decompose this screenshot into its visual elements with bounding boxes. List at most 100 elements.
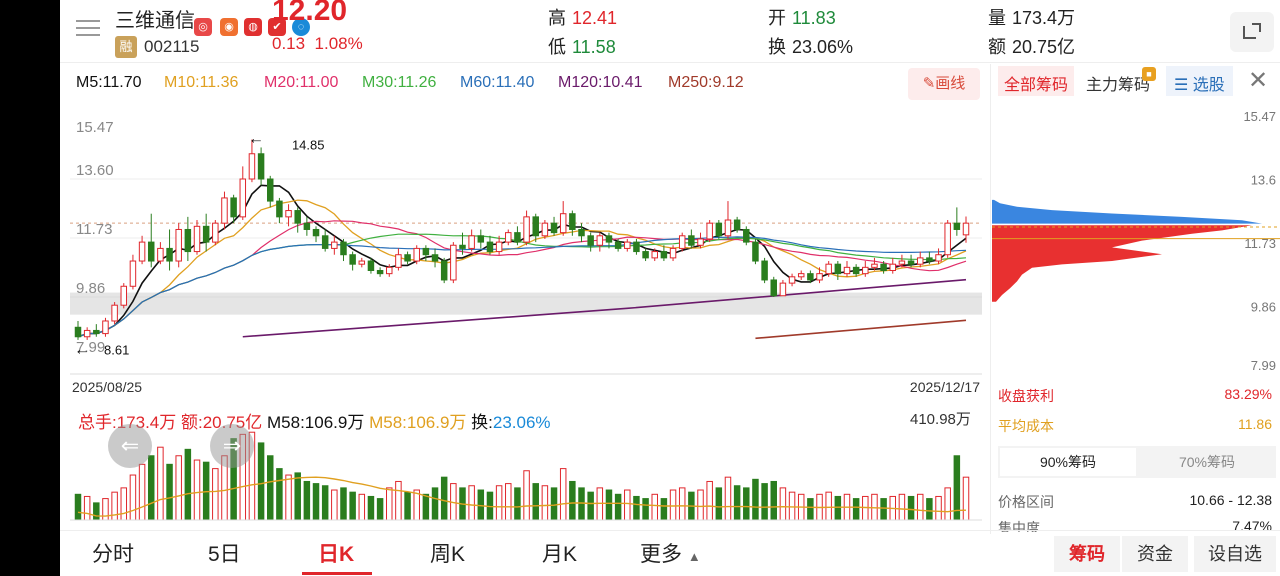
chip-y-label: 7.99 (1251, 358, 1276, 373)
candle-body (614, 241, 622, 249)
candle-body (212, 222, 219, 243)
candle-body (349, 254, 356, 265)
candle-body (825, 263, 832, 275)
candle-body (74, 326, 82, 338)
volume-bar (422, 493, 430, 521)
volume-bar (770, 480, 777, 521)
tab-more[interactable]: 更多 ▲ (640, 538, 701, 568)
candle-body (678, 235, 686, 249)
candle-body (596, 235, 604, 246)
tab-stock-picker[interactable]: ☰ 选股 (1166, 66, 1233, 96)
ratio-70-button[interactable]: 70%筹码 (1178, 454, 1236, 470)
draw-line-label: 画线 (935, 75, 966, 92)
candle-body (193, 225, 201, 253)
candle-body (459, 244, 466, 249)
chip-y-label: 13.6 (1251, 173, 1276, 188)
tab-daily-k[interactable]: 日K (318, 543, 355, 566)
volume-bar (907, 495, 915, 521)
chip-cost-row: 平均成本 11.86 (998, 416, 1276, 436)
volume-bar (93, 502, 100, 521)
volume-bar (587, 491, 594, 521)
close-panel-icon[interactable]: ✕ (1248, 67, 1269, 94)
circle-badge-icon[interactable]: ◌ (292, 18, 310, 36)
ma60-label: M60:11.40 (460, 74, 535, 91)
candle-body (157, 247, 164, 262)
lock-badge-icon: ■ (1142, 67, 1156, 81)
next-arrow-button[interactable]: ⇒ (210, 424, 254, 468)
volume-bar (175, 455, 182, 521)
chips-button[interactable]: 筹码 (1054, 536, 1120, 572)
volume-bar (761, 483, 768, 521)
candle-body (184, 228, 192, 253)
candle-body (788, 276, 796, 284)
draw-line-button[interactable]: ✎画线 (908, 68, 980, 100)
chip-range-label: 价格区间 (998, 494, 1054, 510)
tab-monthly-k[interactable]: 月K (542, 543, 578, 566)
prev-arrow-button[interactable]: ⇐ (108, 424, 152, 468)
chip-distribution-chart[interactable]: 15.47 13.6 11.73 9.86 7.99 (992, 100, 1280, 382)
candle-body (953, 222, 961, 230)
change-value: 0.13 (272, 34, 306, 53)
kline-chart[interactable]: 15.47 13.60 11.73 9.86 7.99 14.85 ← 8.61 ← 2025/0… (70, 104, 982, 404)
candle-body (834, 263, 842, 275)
volume-bar (340, 487, 347, 521)
tab-stock-picker-label: 选股 (1192, 77, 1225, 94)
low-value: 11.58 (572, 37, 616, 57)
hk-badge-icon[interactable]: ◎ (194, 18, 212, 36)
candle-body (651, 251, 658, 259)
candle-body (404, 254, 411, 262)
volume-bar (633, 495, 640, 521)
candle-body (138, 241, 146, 262)
volume-bar (733, 485, 741, 521)
high-label: 高 (548, 8, 566, 28)
volume-bar (514, 487, 521, 521)
candle-body (559, 213, 567, 234)
volume-bar (468, 485, 475, 521)
candle-body (93, 329, 100, 335)
active-tab-underline (302, 572, 372, 575)
volume-bar (807, 498, 814, 521)
volume-bar (724, 476, 732, 521)
turnover-value: 23.06% (792, 37, 854, 57)
funds-button[interactable]: 资金 (1122, 536, 1188, 572)
volume-bar (358, 493, 366, 521)
candle-body (816, 273, 823, 281)
volume-bar (559, 468, 567, 521)
volume-bar (321, 485, 329, 521)
tab-5day[interactable]: 5日 (208, 543, 241, 566)
tab-main-chips[interactable]: 主力筹码 (1086, 77, 1151, 94)
chip-range-row: 价格区间 10.66 - 12.38 (998, 492, 1276, 512)
tab-weekly-k[interactable]: 周K (430, 543, 466, 566)
candle-body (624, 241, 631, 249)
target-badge-icon[interactable]: ◍ (244, 18, 262, 36)
turnover-stat: 换 23.06% (768, 33, 853, 59)
low-marker: 8.61 (104, 342, 129, 357)
tab-all-chips[interactable]: 全部筹码 (998, 66, 1075, 96)
low-stat: 低 11.58 (548, 33, 616, 59)
candle-body (843, 266, 851, 275)
add-watchlist-button[interactable]: 设自选 (1194, 536, 1276, 572)
candle-body (129, 260, 137, 287)
ma30-label: M30:11.26 (362, 74, 437, 91)
ratio-90-button[interactable]: 90%筹码 (1000, 448, 1136, 476)
volume-label: 量 (988, 8, 1006, 28)
candle-body (523, 216, 530, 243)
volume-bar (541, 485, 549, 521)
menu-icon[interactable] (76, 16, 100, 38)
volume-bar (285, 474, 292, 521)
check-badge-icon[interactable]: ✔ (268, 18, 286, 36)
volume-chart[interactable] (70, 428, 982, 522)
candle-body (413, 247, 420, 262)
volume-bar (395, 480, 402, 521)
volume-bar (523, 470, 530, 521)
ma250-label: M250:9.12 (668, 74, 744, 91)
dragon-badge-icon[interactable]: ◉ (220, 18, 238, 36)
volume-bar (779, 487, 787, 521)
fullscreen-button[interactable] (1230, 12, 1274, 52)
candle-body (779, 282, 787, 297)
tab-intraday[interactable]: 分时 (92, 543, 134, 566)
candle-body (276, 200, 283, 218)
volume-legend: 总手:173.4万 额:20.75亿 M58:106.9万 M58:106.9万… (78, 408, 551, 433)
volume-bar (651, 493, 658, 521)
chip-profit-value: 83.29% (1224, 386, 1272, 402)
